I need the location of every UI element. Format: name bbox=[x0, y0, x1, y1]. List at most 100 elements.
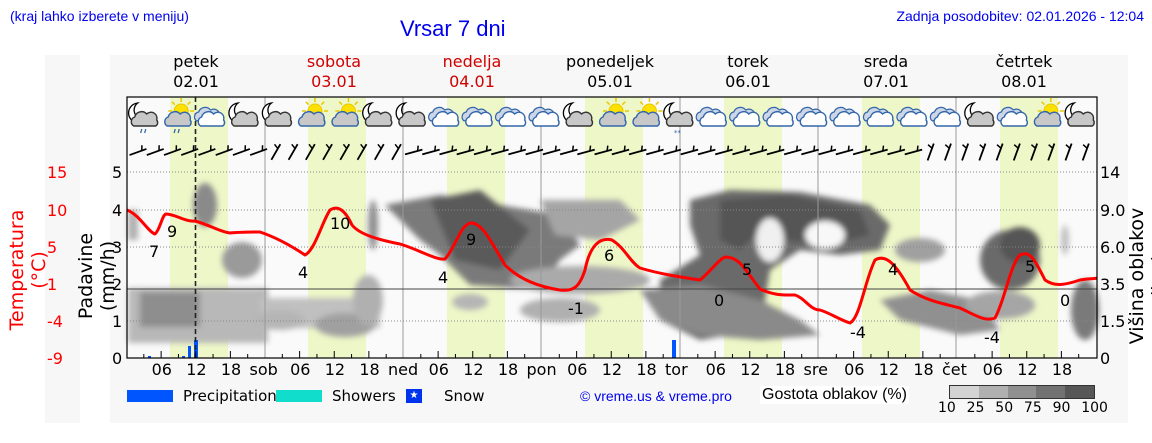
cloud-icon bbox=[729, 106, 761, 127]
precip-tick: 4 bbox=[112, 201, 123, 220]
temp-value: 10 bbox=[330, 214, 350, 233]
wind-barb-icon bbox=[978, 143, 987, 161]
cloud-height-tick: 9.0 bbox=[1100, 201, 1126, 220]
hour-ticks bbox=[143, 351, 1080, 358]
temp-value: 0 bbox=[1060, 291, 1070, 310]
wind-barb-icon bbox=[732, 145, 751, 156]
x-hour-label: 18 bbox=[1051, 360, 1073, 379]
sun-cloud-icon bbox=[297, 98, 328, 127]
wind-barb-icon bbox=[628, 145, 647, 156]
x-hour-label: 12 bbox=[1017, 360, 1038, 379]
x-hour-label: 12 bbox=[463, 360, 484, 379]
wind-barb-icon bbox=[322, 143, 333, 161]
x-hour-label: 12 bbox=[186, 360, 207, 379]
wind-barb-icon bbox=[456, 145, 475, 156]
x-hour-label: 12 bbox=[878, 360, 900, 379]
wind-barb-icon bbox=[525, 145, 544, 156]
wind-barb-icon bbox=[904, 145, 923, 156]
showers-swatch bbox=[276, 390, 322, 402]
wind-barb-icon bbox=[232, 145, 251, 156]
temp-tick: 10 bbox=[47, 201, 68, 220]
wind-barb-icon bbox=[852, 145, 871, 156]
wind-barb-icon bbox=[749, 145, 768, 156]
night-cloud-icon bbox=[228, 102, 259, 127]
night-cloud-snow-icon: ** bbox=[663, 102, 694, 137]
day-name: ponedeljek bbox=[566, 52, 654, 71]
wind-barb-icon bbox=[926, 143, 935, 161]
day-name: torek bbox=[727, 52, 769, 71]
temp-value: 6 bbox=[604, 246, 614, 265]
wind-barb-icon bbox=[663, 145, 682, 156]
wind-barb-icon bbox=[404, 145, 423, 156]
wind-barb-icon bbox=[835, 145, 854, 156]
cloud-icon bbox=[528, 106, 560, 127]
night-cloud-icon bbox=[562, 102, 594, 127]
legend-label: Precipitation bbox=[183, 387, 277, 405]
wind-barb-icon bbox=[422, 145, 440, 156]
cloud-icon bbox=[996, 106, 1029, 127]
x-hour-label: 06 bbox=[982, 360, 1003, 379]
cloud-icon bbox=[762, 106, 794, 127]
wind-barb-icon bbox=[146, 145, 164, 156]
wind-barb-icon bbox=[559, 145, 578, 156]
wind-barb-icon bbox=[490, 145, 509, 156]
cloud-icon bbox=[795, 106, 828, 127]
x-hour-label: 12 bbox=[324, 360, 346, 379]
day-header: torek 06.01 bbox=[679, 52, 817, 96]
night-cloud-icon bbox=[395, 102, 426, 127]
cloud-icon bbox=[896, 106, 928, 127]
legend-snow: ★ Snow bbox=[406, 387, 484, 405]
x-day-label: sre bbox=[803, 360, 828, 379]
temp-tick: 5 bbox=[47, 238, 58, 257]
precip-tick: 5 bbox=[112, 163, 123, 182]
day-header: četrtek 08.01 bbox=[955, 52, 1093, 96]
cloud-height-tick: 0 bbox=[1100, 349, 1111, 368]
legend-label: Showers bbox=[332, 387, 396, 405]
temp-value: 9 bbox=[466, 230, 476, 249]
precip-tick: 1 bbox=[112, 312, 123, 331]
legend-precipitation: Precipitation bbox=[127, 387, 277, 405]
scale-tick: 75 bbox=[1023, 400, 1042, 416]
cloud-icon bbox=[929, 106, 962, 127]
wind-barb-icon bbox=[163, 145, 182, 156]
day-name: četrtek bbox=[995, 52, 1053, 71]
x-day-label: ned bbox=[388, 360, 419, 379]
wind-barb-icon bbox=[508, 145, 527, 156]
day-date: 04.01 bbox=[449, 72, 495, 91]
x-day-label: čet bbox=[942, 360, 967, 379]
day-name: nedelja bbox=[442, 52, 502, 71]
scale-tick: 50 bbox=[995, 400, 1014, 416]
last-update: Zadnja posodobitev: 02.01.2026 - 12:04 bbox=[896, 8, 1144, 24]
cloud-icon bbox=[829, 106, 861, 127]
precip-tick: 2 bbox=[112, 275, 123, 294]
wind-barb-icon bbox=[594, 145, 613, 156]
wind-barb-icon bbox=[356, 143, 368, 161]
x-hour-label: 06 bbox=[290, 360, 311, 379]
temperature-labels: 7 9 4 10 4 9 -1 6 0 5 -4 4 -4 5 0 bbox=[149, 214, 1070, 347]
sun-cloud-icon bbox=[598, 98, 629, 127]
wind-barb-icon bbox=[961, 143, 970, 161]
page-title: Vrsar 7 dni bbox=[400, 16, 506, 41]
snow-star-icon: ★ bbox=[406, 389, 422, 403]
wind-barb-icon bbox=[870, 145, 888, 156]
wind-barb-icon bbox=[818, 145, 837, 156]
x-hour-label: 06 bbox=[151, 360, 172, 379]
day-date: 06.01 bbox=[725, 72, 771, 91]
x-hour-label: 06 bbox=[567, 360, 588, 379]
night-cloud-rain-icon bbox=[127, 102, 159, 134]
cloud-height-tick: 3.5 bbox=[1100, 275, 1126, 294]
plot-frame bbox=[126, 96, 1098, 359]
wind-barbs-row bbox=[129, 143, 1090, 161]
temp-value: -4 bbox=[850, 323, 866, 342]
cloud-density-label: Gostota oblakov (%) bbox=[760, 386, 909, 404]
copyright-link[interactable]: © vreme.us & vreme.pro bbox=[580, 388, 732, 404]
x-day-label: tor bbox=[665, 360, 688, 379]
svg-text:**: ** bbox=[674, 129, 682, 137]
night-cloud-icon bbox=[362, 102, 393, 127]
day-header-row: petek 02.01 sobota 03.01 nedelja 04.01 pone… bbox=[127, 52, 1097, 96]
x-day-label: pon bbox=[526, 360, 557, 379]
region-menu-hint[interactable]: (kraj lahko izberete v meniju) bbox=[10, 8, 189, 24]
cloud-icon bbox=[862, 106, 895, 127]
x-hour-label: 12 bbox=[740, 360, 761, 379]
